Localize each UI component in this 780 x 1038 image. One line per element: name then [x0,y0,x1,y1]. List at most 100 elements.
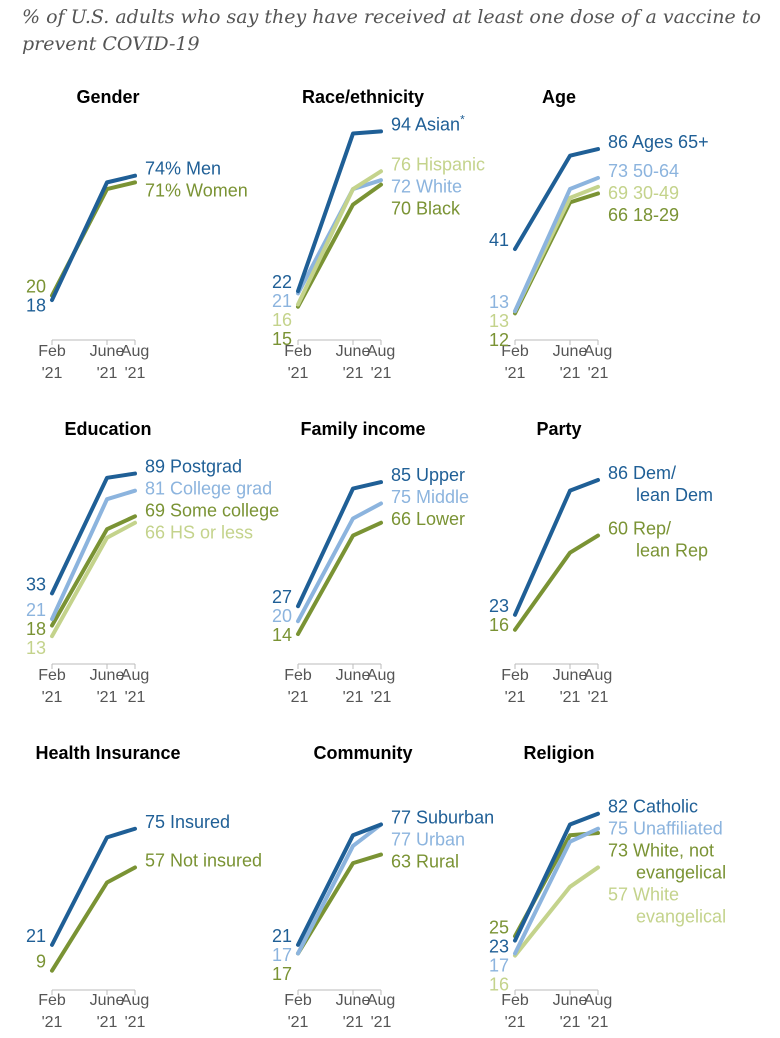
series-end-label: evangelical [636,907,726,927]
x-tick-label: '21 [505,1014,526,1031]
series-start-label: 20 [272,606,292,626]
x-tick-label: June [90,667,125,684]
series-start-label: 21 [272,926,292,946]
series-start-label: 16 [489,974,509,994]
series-end-label: 73 50-64 [608,161,679,181]
x-tick-label: '21 [125,689,146,706]
x-tick-label: Aug [367,667,395,684]
series-end-label: 57 White [608,885,679,905]
x-tick-label: '21 [588,689,609,706]
series-line [296,520,383,637]
x-tick-label: June [336,992,371,1009]
series-end-label: 69 30-49 [608,183,679,203]
series-end-label: 66 Lower [391,509,465,529]
x-tick-label: Feb [38,667,66,684]
x-tick-label: Feb [38,992,66,1009]
x-tick-label: Feb [501,992,529,1009]
series-line [513,477,600,617]
series-line [50,488,137,622]
series-end-label: 75 Unaffiliated [608,819,723,839]
series-end-label: 77 Urban [391,829,465,849]
x-tick-label: Feb [501,667,529,684]
series-end-label: 75 Middle [391,487,469,507]
x-tick-label: '21 [371,365,392,382]
series-end-label: 74% Men [145,159,221,179]
x-tick-label: '21 [371,1014,392,1031]
series-start-label: 21 [26,600,46,620]
x-tick-label: '21 [588,365,609,382]
x-tick-label: '21 [97,1014,118,1031]
x-tick-label: Feb [284,992,312,1009]
x-tick-label: '21 [560,1014,581,1031]
series-end-label: 85 Upper [391,465,465,485]
series-start-label: 17 [272,964,292,984]
x-tick-label: '21 [560,365,581,382]
series-end-label: 82 Catholic [608,797,698,817]
series-end-label: 66 18-29 [608,205,679,225]
series-start-label: 20 [26,277,46,297]
x-tick-label: '21 [560,689,581,706]
x-tick-label: '21 [42,365,63,382]
series-start-label: 16 [272,310,292,330]
series-line [296,169,383,307]
series-line [50,520,137,639]
series-end-label: 86 Ages 65+ [608,132,709,152]
series-start-label: 33 [26,574,46,594]
series-start-label: 13 [26,638,46,658]
series-start-label: 16 [489,615,509,635]
series-end-label: evangelical [636,863,726,883]
series-end-label: 94 Asian* [391,112,465,134]
x-tick-label: June [553,343,588,360]
series-end-label: 76 Hispanic [391,154,485,174]
series-line [296,182,383,309]
series-line [513,865,600,958]
x-tick-label: Aug [367,343,395,360]
series-start-label: 25 [489,917,509,937]
series-end-label: 63 Rural [391,851,459,871]
series-start-label: 18 [26,619,46,639]
series-line [296,129,383,294]
series-line [296,822,383,947]
x-tick-label: '21 [125,1014,146,1031]
series-line [513,191,600,316]
x-tick-label: Aug [121,992,149,1009]
series-end-label: 86 Dem/ [608,463,676,483]
x-tick-label: Feb [284,667,312,684]
series-end-label: lean Rep [636,541,708,561]
x-tick-label: Feb [501,343,529,360]
x-tick-label: '21 [125,365,146,382]
series-start-label: 17 [272,945,292,965]
series-start-label: 13 [489,292,509,312]
series-end-label: 69 Some college [145,501,279,521]
series-end-label: 75 Insured [145,812,230,832]
x-tick-label: Aug [121,343,149,360]
x-tick-label: June [90,992,125,1009]
series-line [50,865,137,973]
x-tick-label: Feb [38,343,66,360]
x-tick-label: '21 [588,1014,609,1031]
series-line [50,826,137,947]
series-start-label: 14 [272,625,292,645]
series-end-label: 89 Postgrad [145,457,242,477]
panel-title: Health Insurance [35,743,180,763]
series-line [513,533,600,632]
series-line [513,175,600,314]
series-start-label: 15 [272,329,292,349]
series-end-label: 73 White, not [608,841,714,861]
x-tick-label: Aug [584,343,612,360]
x-tick-label: '21 [42,1014,63,1031]
x-tick-label: '21 [371,689,392,706]
series-start-label: 22 [272,272,292,292]
x-tick-label: June [336,667,371,684]
series-line [513,826,600,956]
series-start-label: 9 [36,952,46,972]
